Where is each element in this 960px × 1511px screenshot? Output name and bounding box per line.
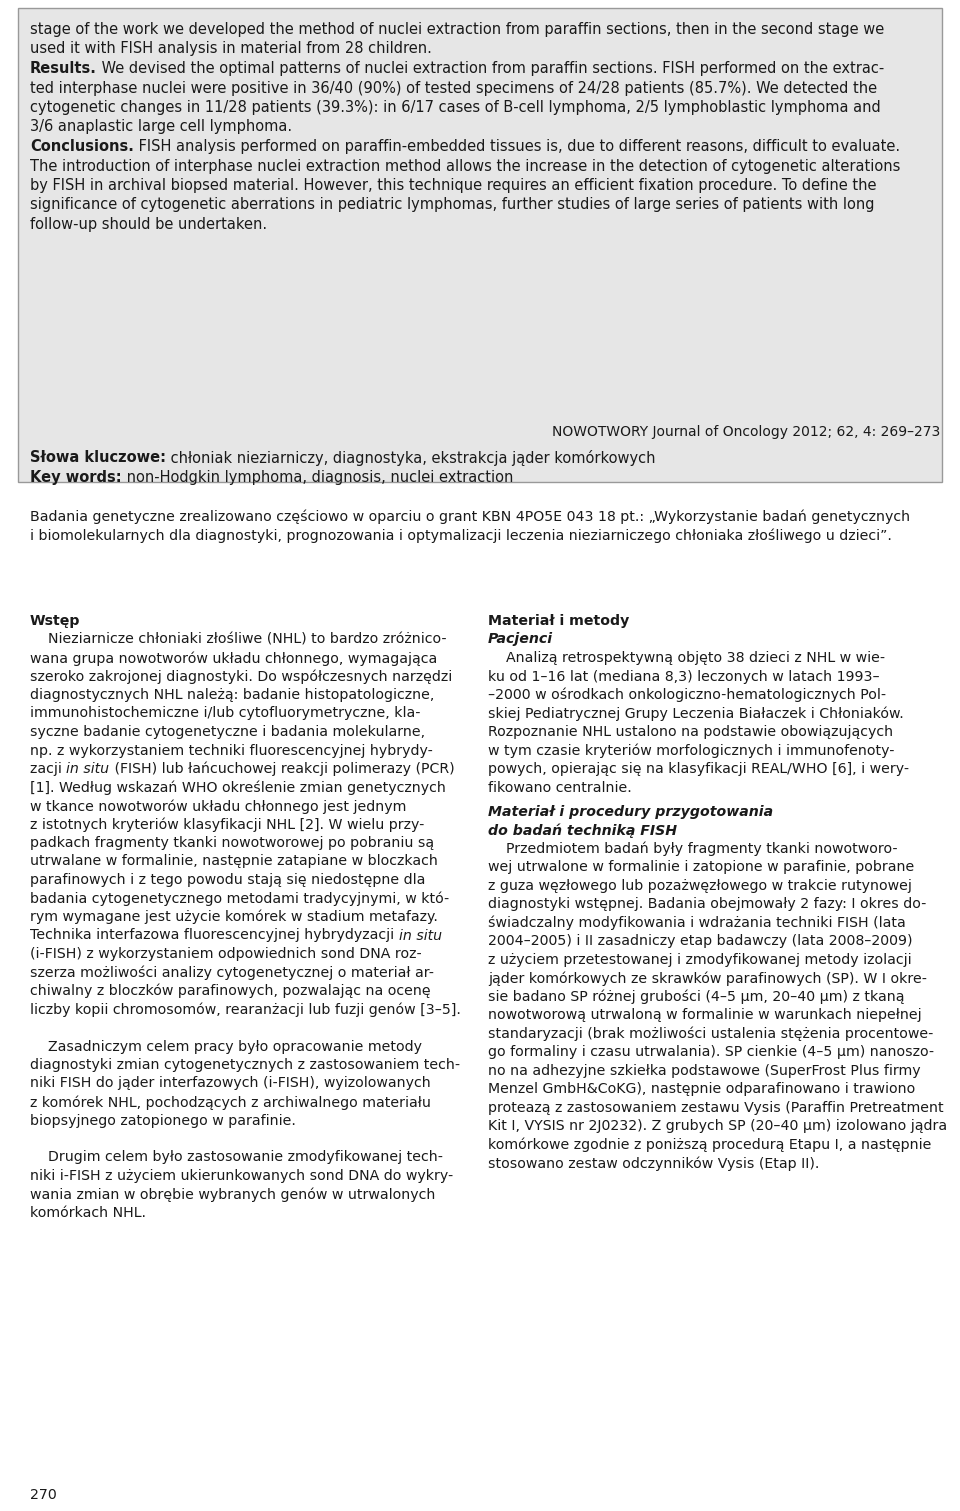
Text: stosowano zestaw odczynników Vysis (Etap II).: stosowano zestaw odczynników Vysis (Etap… xyxy=(488,1156,820,1171)
Text: w tym czasie kryteriów morfologicznych i immunofenoty-: w tym czasie kryteriów morfologicznych i… xyxy=(488,743,895,759)
Text: by FISH in archival biopsed material. However, this technique requires an effici: by FISH in archival biopsed material. Ho… xyxy=(30,178,876,193)
Text: 2004–2005) i II zasadniczy etap badawczy (lata 2008–2009): 2004–2005) i II zasadniczy etap badawczy… xyxy=(488,934,913,947)
Text: in situ: in situ xyxy=(66,762,109,777)
Text: NOWOTWORY Journal of Oncology 2012; 62, 4: 269–273: NOWOTWORY Journal of Oncology 2012; 62, … xyxy=(552,425,940,440)
Text: cytogenetic changes in 11/28 patients (39.3%): in 6/17 cases of B-cell lymphoma,: cytogenetic changes in 11/28 patients (3… xyxy=(30,100,880,115)
Text: Słowa kluczowe:: Słowa kluczowe: xyxy=(30,450,166,465)
Text: no na adhezyjne szkiełka podstawowe (SuperFrost Plus firmy: no na adhezyjne szkiełka podstawowe (Sup… xyxy=(488,1064,921,1077)
Text: i biomolekularnych dla diagnostyki, prognozowania i optymalizacji leczenia niezi: i biomolekularnych dla diagnostyki, prog… xyxy=(30,529,892,542)
Text: Badania genetyczne zrealizowano częściowo w oparciu o grant KBN 4PO5E 043 18 pt.: Badania genetyczne zrealizowano częściow… xyxy=(30,511,910,524)
Text: 270: 270 xyxy=(30,1488,57,1502)
Text: Menzel GmbH&CoKG), następnie odparafinowano i trawiono: Menzel GmbH&CoKG), następnie odparafinow… xyxy=(488,1082,915,1095)
Text: szerza możliwości analizy cytogenetycznej o materiał ar-: szerza możliwości analizy cytogenetyczne… xyxy=(30,966,434,981)
Text: syczne badanie cytogenetyczne i badania molekularne,: syczne badanie cytogenetyczne i badania … xyxy=(30,725,425,739)
Text: Analizą retrospektywną objęto 38 dzieci z NHL w wie-: Analizą retrospektywną objęto 38 dzieci … xyxy=(488,651,885,665)
Text: z komórek NHL, pochodzących z archiwalnego materiału: z komórek NHL, pochodzących z archiwalne… xyxy=(30,1095,431,1109)
Text: ted interphase nuclei were positive in 36/40 (90%) of tested specimens of 24/28 : ted interphase nuclei were positive in 3… xyxy=(30,80,877,95)
Text: Conclusions.: Conclusions. xyxy=(30,139,133,154)
Text: standaryzacji (brak możliwości ustalenia stężenia procentowe-: standaryzacji (brak możliwości ustalenia… xyxy=(488,1026,933,1041)
Text: (FISH) lub łańcuchowej reakcji polimerazy (PCR): (FISH) lub łańcuchowej reakcji polimeraz… xyxy=(109,762,454,777)
Text: świadczalny modyfikowania i wdrażania techniki FISH (lata: świadczalny modyfikowania i wdrażania te… xyxy=(488,916,905,931)
Text: Results.: Results. xyxy=(30,60,97,76)
Text: skiej Pediatrycznej Grupy Leczenia Białaczek i Chłoniaków.: skiej Pediatrycznej Grupy Leczenia Biała… xyxy=(488,707,903,721)
Text: w tkance nowotworów układu chłonnego jest jednym: w tkance nowotworów układu chłonnego jes… xyxy=(30,799,406,813)
Text: FISH analysis performed on paraffin-embedded tissues is, due to different reason: FISH analysis performed on paraffin-embe… xyxy=(133,139,900,154)
Text: Materiał i metody: Materiał i metody xyxy=(488,613,630,629)
Text: Nieziarnicze chłoniaki złośliwe (NHL) to bardzo zróżnico-: Nieziarnicze chłoniaki złośliwe (NHL) to… xyxy=(30,633,446,647)
Text: significance of cytogenetic aberrations in pediatric lymphomas, further studies : significance of cytogenetic aberrations … xyxy=(30,198,875,213)
Text: np. z wykorzystaniem techniki fluorescencyjnej hybrydy-: np. z wykorzystaniem techniki fluorescen… xyxy=(30,743,433,757)
Text: fikowano centralnie.: fikowano centralnie. xyxy=(488,781,632,795)
Text: badania cytogenetycznego metodami tradycyjnymi, w któ-: badania cytogenetycznego metodami tradyc… xyxy=(30,891,449,907)
Text: nowotworową utrwaloną w formalinie w warunkach niepełnej: nowotworową utrwaloną w formalinie w war… xyxy=(488,1008,922,1021)
Text: wej utrwalone w formalinie i zatopione w parafinie, pobrane: wej utrwalone w formalinie i zatopione w… xyxy=(488,860,914,873)
Text: szeroko zakrojonej diagnostyki. Do współczesnych narzędzi: szeroko zakrojonej diagnostyki. Do współ… xyxy=(30,669,452,684)
Text: do badań techniką FISH: do badań techniką FISH xyxy=(488,823,677,837)
Text: zacji: zacji xyxy=(30,762,66,777)
Text: Drugim celem było zastosowanie zmodyfikowanej tech-: Drugim celem było zastosowanie zmodyfiko… xyxy=(30,1150,443,1165)
Text: niki FISH do jąder interfazowych (i-FISH), wyizolowanych: niki FISH do jąder interfazowych (i-FISH… xyxy=(30,1076,431,1091)
Text: chłoniak nieziarniczy, diagnostyka, ekstrakcja jąder komórkowych: chłoniak nieziarniczy, diagnostyka, ekst… xyxy=(166,450,656,465)
Text: We devised the optimal patterns of nuclei extraction from paraffin sections. FIS: We devised the optimal patterns of nucle… xyxy=(97,60,884,76)
Text: diagnostyki zmian cytogenetycznych z zastosowaniem tech-: diagnostyki zmian cytogenetycznych z zas… xyxy=(30,1058,460,1071)
Text: 3/6 anaplastic large cell lymphoma.: 3/6 anaplastic large cell lymphoma. xyxy=(30,119,292,134)
Text: immunohistochemiczne i/lub cytofluorymetryczne, kla-: immunohistochemiczne i/lub cytofluorymet… xyxy=(30,707,420,721)
Text: follow-up should be undertaken.: follow-up should be undertaken. xyxy=(30,218,267,233)
Text: powych, opierając się na klasyfikacji REAL/WHO [6], i wery-: powych, opierając się na klasyfikacji RE… xyxy=(488,762,909,777)
Text: jąder komórkowych ze skrawków parafinowych (SP). W I okre-: jąder komórkowych ze skrawków parafinowy… xyxy=(488,972,927,985)
Text: Zasadniczym celem pracy było opracowanie metody: Zasadniczym celem pracy było opracowanie… xyxy=(30,1040,422,1053)
Text: in situ: in situ xyxy=(398,928,442,943)
Text: –2000 w ośrodkach onkologiczno-hematologicznych Pol-: –2000 w ośrodkach onkologiczno-hematolog… xyxy=(488,688,886,703)
Text: niki i-FISH z użyciem ukierunkowanych sond DNA do wykry-: niki i-FISH z użyciem ukierunkowanych so… xyxy=(30,1170,453,1183)
Text: Pacjenci: Pacjenci xyxy=(488,633,553,647)
Text: sie badano SP różnej grubości (4–5 μm, 20–40 μm) z tkaną: sie badano SP różnej grubości (4–5 μm, 2… xyxy=(488,990,904,1003)
FancyBboxPatch shape xyxy=(18,8,942,482)
Text: Rozpoznanie NHL ustalono na podstawie obowiązujących: Rozpoznanie NHL ustalono na podstawie ob… xyxy=(488,725,893,739)
Text: Wstęp: Wstęp xyxy=(30,613,81,629)
Text: biopsyjnego zatopionego w parafinie.: biopsyjnego zatopionego w parafinie. xyxy=(30,1114,296,1127)
Text: komórkowe zgodnie z poniższą procedurą Etapu I, a następnie: komórkowe zgodnie z poniższą procedurą E… xyxy=(488,1138,931,1151)
Text: wania zmian w obrębie wybranych genów w utrwalonych: wania zmian w obrębie wybranych genów w … xyxy=(30,1188,436,1201)
Text: proteazą z zastosowaniem zestawu Vysis (Paraffin Pretreatment: proteazą z zastosowaniem zestawu Vysis (… xyxy=(488,1100,944,1115)
Text: liczby kopii chromosomów, rearanżacji lub fuzji genów [3–5].: liczby kopii chromosomów, rearanżacji lu… xyxy=(30,1002,461,1017)
Text: komórkach NHL.: komórkach NHL. xyxy=(30,1206,146,1219)
Text: non-Hodgkin lymphoma, diagnosis, nuclei extraction: non-Hodgkin lymphoma, diagnosis, nuclei … xyxy=(122,470,513,485)
Text: z guza węzłowego lub pozażwęzłowego w trakcie rutynowej: z guza węzłowego lub pozażwęzłowego w tr… xyxy=(488,878,912,893)
Text: padkach fragmenty tkanki nowotworowej po pobraniu są: padkach fragmenty tkanki nowotworowej po… xyxy=(30,836,434,851)
Text: Key words:: Key words: xyxy=(30,470,122,485)
Text: chiwalny z bloczków parafinowych, pozwalając na ocenę: chiwalny z bloczków parafinowych, pozwal… xyxy=(30,984,431,999)
Text: parafinowych i z tego powodu stają się niedostępne dla: parafinowych i z tego powodu stają się n… xyxy=(30,873,425,887)
Text: wana grupa nowotworów układu chłonnego, wymagająca: wana grupa nowotworów układu chłonnego, … xyxy=(30,651,437,665)
Text: used it with FISH analysis in material from 28 children.: used it with FISH analysis in material f… xyxy=(30,41,432,56)
Text: z użyciem przetestowanej i zmodyfikowanej metody izolacji: z użyciem przetestowanej i zmodyfikowane… xyxy=(488,952,912,967)
Text: [1]. Według wskazań WHO określenie zmian genetycznych: [1]. Według wskazań WHO określenie zmian… xyxy=(30,781,445,795)
Text: z istotnych kryteriów klasyfikacji NHL [2]. W wielu przy-: z istotnych kryteriów klasyfikacji NHL [… xyxy=(30,817,424,833)
Text: Kit I, VYSIS nr 2J0232). Z grubych SP (20–40 μm) izolowano jądra: Kit I, VYSIS nr 2J0232). Z grubych SP (2… xyxy=(488,1120,948,1133)
Text: ku od 1–16 lat (mediana 8,3) leczonych w latach 1993–: ku od 1–16 lat (mediana 8,3) leczonych w… xyxy=(488,669,879,683)
Text: Materiał i procedury przygotowania: Materiał i procedury przygotowania xyxy=(488,804,773,819)
Text: Przedmiotem badań były fragmenty tkanki nowotworo-: Przedmiotem badań były fragmenty tkanki … xyxy=(488,842,898,857)
Text: (i-FISH) z wykorzystaniem odpowiednich sond DNA roz-: (i-FISH) z wykorzystaniem odpowiednich s… xyxy=(30,947,421,961)
Text: go formaliny i czasu utrwalania). SP cienkie (4–5 μm) nanoszo-: go formaliny i czasu utrwalania). SP cie… xyxy=(488,1046,934,1059)
Text: diagnostycznych NHL należą: badanie histopatologiczne,: diagnostycznych NHL należą: badanie hist… xyxy=(30,688,434,703)
Text: diagnostyki wstępnej. Badania obejmowały 2 fazy: I okres do-: diagnostyki wstępnej. Badania obejmowały… xyxy=(488,898,926,911)
Text: The introduction of interphase nuclei extraction method allows the increase in t: The introduction of interphase nuclei ex… xyxy=(30,159,900,174)
Text: Technika interfazowa fluorescencyjnej hybrydyzacji: Technika interfazowa fluorescencyjnej hy… xyxy=(30,928,398,943)
Text: rym wymagane jest użycie komórek w stadium metafazy.: rym wymagane jest użycie komórek w stadi… xyxy=(30,910,438,925)
Text: stage of the work we developed the method of nuclei extraction from paraffin sec: stage of the work we developed the metho… xyxy=(30,23,884,36)
Text: utrwalane w formalinie, następnie zatapiane w bloczkach: utrwalane w formalinie, następnie zatapi… xyxy=(30,855,438,869)
